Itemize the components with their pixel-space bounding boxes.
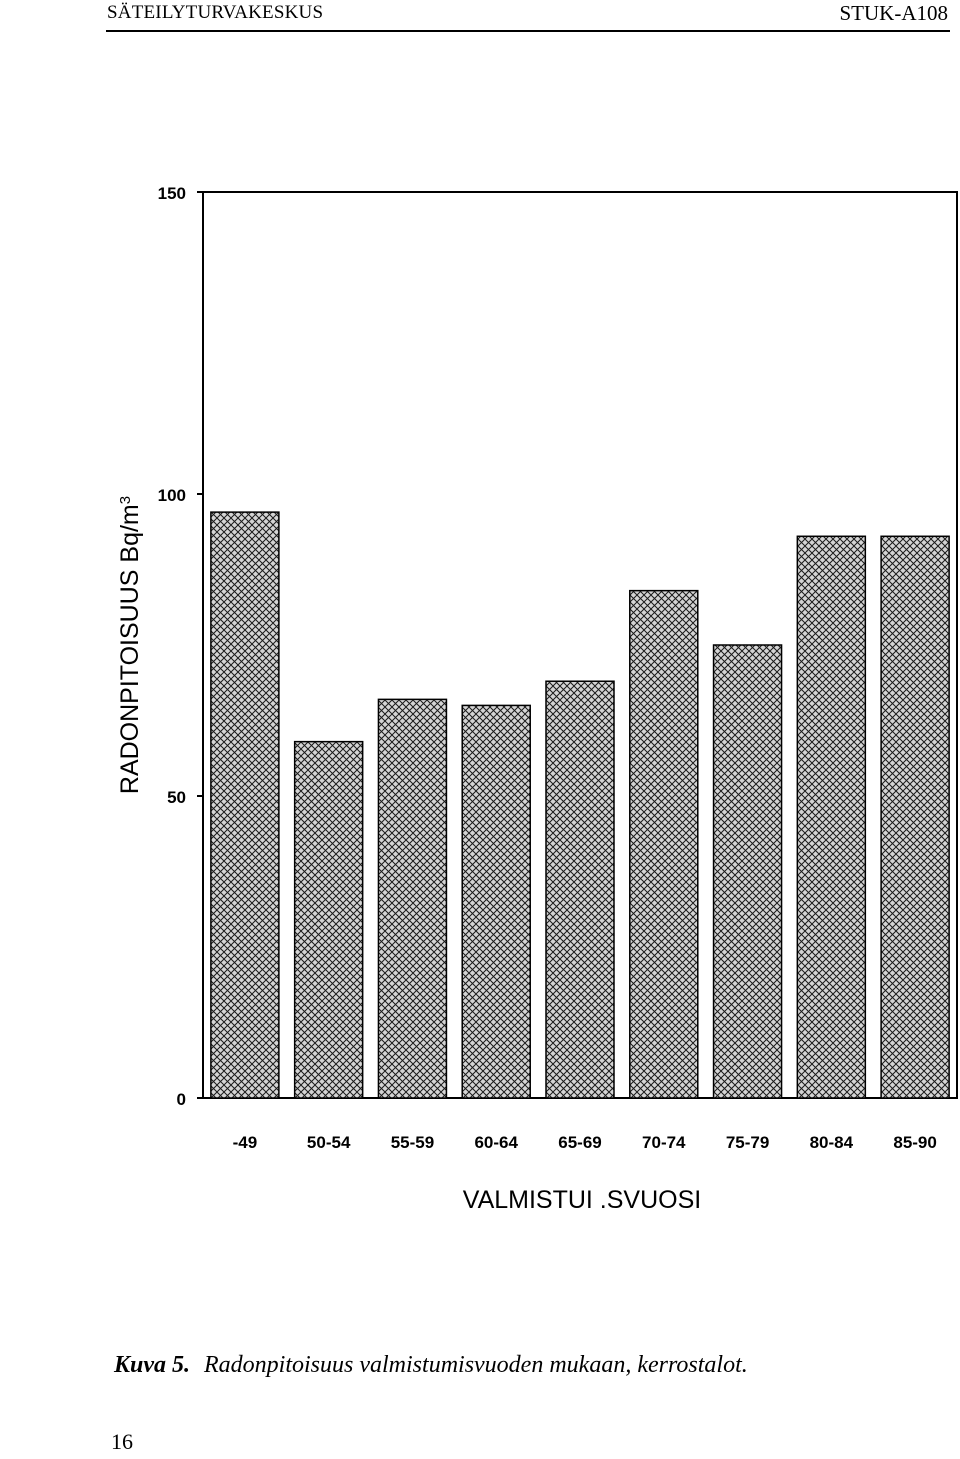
y-axis-label-superscript: 3 [117,496,134,504]
x-tick-label: 50-54 [307,1133,351,1152]
bar-80-84 [796,535,867,1099]
x-tick-label: 85-90 [893,1133,936,1152]
y-ticks: 0 50 100 150 [158,184,203,1109]
bar-70-74 [629,589,699,1099]
x-tick-label: 60-64 [474,1133,518,1152]
y-tick-label: 150 [158,184,186,203]
x-tick-label: -49 [233,1133,258,1152]
caption-text: Radonpitoisuus valmistumisvuoden mukaan,… [204,1352,748,1378]
header-report-id: STUK-A108 [839,1,949,25]
header-rule [106,30,950,32]
x-tick-label: 70-74 [642,1133,686,1152]
x-tick-label: 55-59 [391,1133,434,1152]
x-tick-label: 80-84 [810,1133,854,1152]
y-tick-label: 100 [158,486,186,505]
x-tick-label: 65-69 [558,1133,601,1152]
bar-75-79 [712,644,783,1099]
bar-55-59 [377,698,448,1099]
bar-65-69 [545,680,615,1099]
caption-label: Kuva 5. [114,1352,191,1378]
y-tick-label: 50 [167,788,186,807]
x-tick-label: 75-79 [726,1133,769,1152]
y-tick-label: 0 [177,1090,186,1109]
figure-caption: Kuva 5. Radonpitoisuus valmistumisvuoden … [114,1352,748,1379]
bar--49 [210,511,280,1099]
bar-50-54 [293,740,364,1099]
header-publisher: SÄTEILYTURVAKESKUS [107,2,324,23]
bar-60-64 [461,704,531,1099]
page-number: 16 [111,1429,133,1454]
bar-85-90 [880,535,950,1099]
x-tick-labels: -49 50-54 55-59 60-64 65-69 70-74 75-79 80-84 85… [233,1133,937,1152]
x-axis-label: VALMISTUI .SVUOSI [463,1186,701,1214]
bar-chart: 0 50 100 150 -49 50-54 55-59 60-64 65-69 70-74 75… [116,184,958,1214]
y-axis-label: RADONPITOISUUS Bq/m3 [116,496,144,794]
bars [210,511,950,1099]
